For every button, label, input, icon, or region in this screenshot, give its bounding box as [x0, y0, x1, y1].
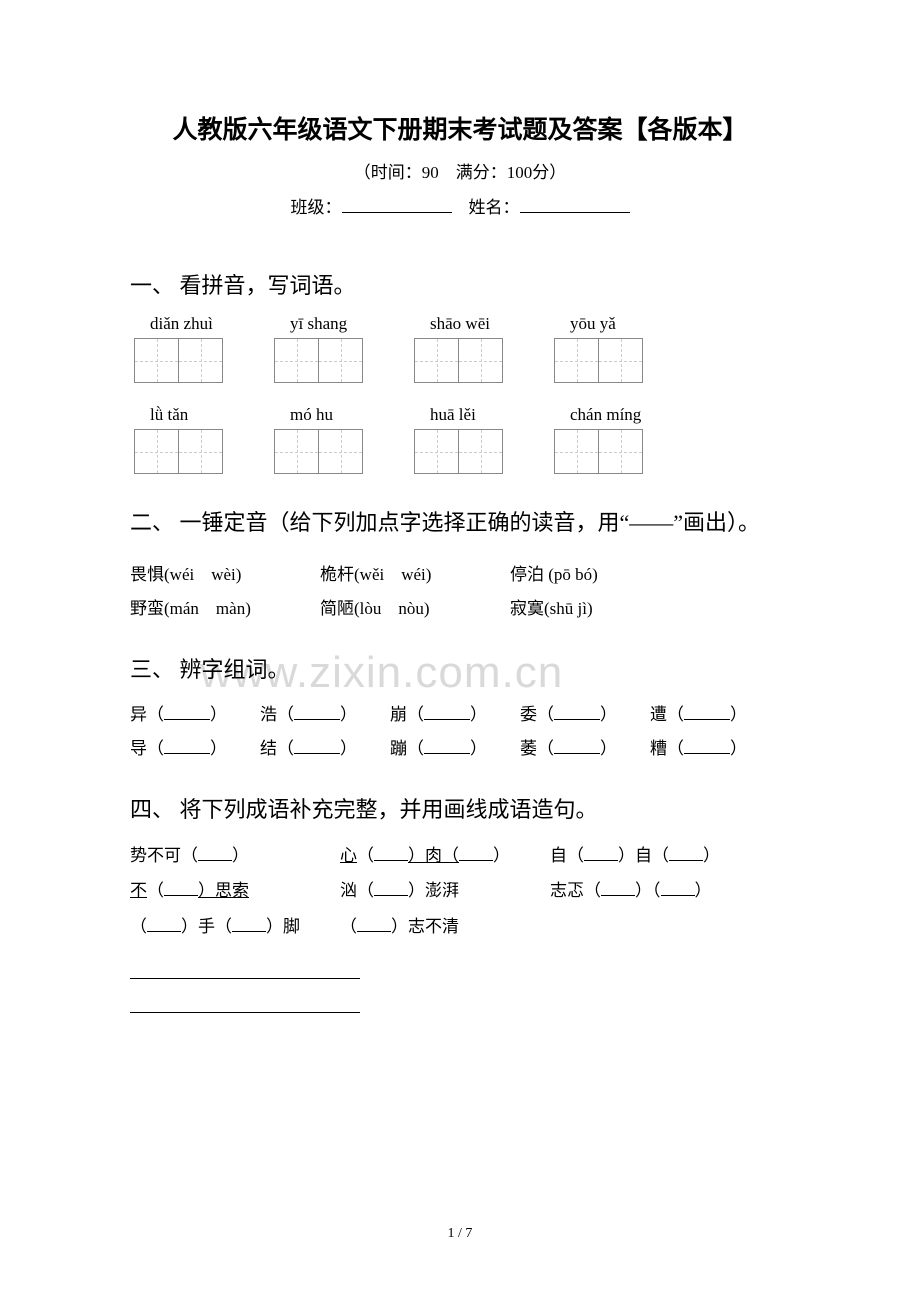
s4-item: （）志不清 — [340, 909, 550, 945]
page-content: 人教版六年级语文下册期末考试题及答案【各版本】 （时间：90 满分：100分） … — [130, 110, 790, 1013]
s3-item: 糟（） — [650, 732, 780, 766]
char-box-row-1 — [134, 338, 790, 383]
fill-blank[interactable] — [164, 703, 210, 720]
char-box[interactable] — [554, 429, 599, 474]
section4-body: 势不可（） 心（）肉（） 自（）自（） 不（）思索 汹（）澎湃 志忑（）（） （… — [130, 838, 790, 1013]
pinyin-label: yī shang — [290, 314, 430, 334]
s3-item: 蹦（） — [390, 732, 520, 766]
s3-item: 遭（） — [650, 698, 780, 732]
char-box-row-2 — [134, 429, 790, 474]
char-box[interactable] — [134, 338, 179, 383]
s4-item: （）手（）脚 — [130, 909, 340, 945]
fill-blank[interactable] — [684, 737, 730, 754]
fill-blank[interactable] — [424, 737, 470, 754]
pinyin-label: lǜ tǎn — [150, 405, 290, 425]
char-box[interactable] — [274, 338, 319, 383]
fill-blank[interactable] — [198, 844, 232, 861]
fill-blank[interactable] — [684, 703, 730, 720]
fill-blank[interactable] — [294, 703, 340, 720]
char-box[interactable] — [598, 429, 643, 474]
s3-item: 萎（） — [520, 732, 650, 766]
fill-blank[interactable] — [164, 737, 210, 754]
pinyin-row-1: diǎn zhuì yī shang shāo wēi yōu yǎ — [150, 314, 790, 334]
s4-item: 自（）自（） — [550, 838, 760, 874]
fill-blank[interactable] — [661, 879, 695, 896]
char-box[interactable] — [318, 338, 363, 383]
fill-blank[interactable] — [601, 879, 635, 896]
info-line: 班级： 姓名： — [130, 193, 790, 218]
s4-item: 不（）思索 — [130, 873, 340, 909]
pinyin-label: diǎn zhuì — [150, 314, 290, 334]
fill-blank[interactable] — [232, 915, 266, 932]
s4-item: 汹（）澎湃 — [340, 873, 550, 909]
answer-line[interactable] — [130, 955, 360, 979]
s3-item: 委（） — [520, 698, 650, 732]
name-label: 姓名： — [469, 198, 520, 217]
section4-heading: 四、 将下列成语补充完整，并用画线成语造句。 — [130, 792, 790, 824]
page-number: 1 / 7 — [0, 1226, 920, 1242]
char-box[interactable] — [274, 429, 319, 474]
fill-blank[interactable] — [554, 737, 600, 754]
fill-blank[interactable] — [584, 844, 618, 861]
char-box[interactable] — [414, 338, 459, 383]
fill-blank[interactable] — [554, 703, 600, 720]
fill-blank[interactable] — [459, 844, 493, 861]
char-box[interactable] — [458, 338, 503, 383]
document-subtitle: （时间：90 满分：100分） — [130, 158, 790, 183]
char-box[interactable] — [178, 429, 223, 474]
section1-heading: 一、 看拼音，写词语。 — [130, 268, 790, 300]
s3-item: 崩（） — [390, 698, 520, 732]
s2-item: 桅杆(wěi wéi) — [320, 558, 510, 592]
s2-item: 停泊 (pō bó) — [510, 558, 700, 592]
char-box[interactable] — [318, 429, 363, 474]
section3-heading: 三、 辨字组词。 — [130, 652, 790, 684]
fill-blank[interactable] — [357, 915, 391, 932]
fill-blank[interactable] — [424, 703, 470, 720]
char-box[interactable] — [414, 429, 459, 474]
document-title: 人教版六年级语文下册期末考试题及答案【各版本】 — [130, 110, 790, 146]
s4-item: 志忑（）（） — [550, 873, 760, 909]
char-box[interactable] — [598, 338, 643, 383]
pinyin-label: mó hu — [290, 405, 430, 425]
fill-blank[interactable] — [374, 879, 408, 896]
fill-blank[interactable] — [374, 844, 408, 861]
section2-heading: 二、 一锤定音（给下列加点字选择正确的读音，用“——”画出）。 — [130, 502, 790, 544]
char-box[interactable] — [134, 429, 179, 474]
s2-item: 野蛮(mán màn) — [130, 592, 320, 626]
fill-blank[interactable] — [669, 844, 703, 861]
fill-blank[interactable] — [294, 737, 340, 754]
answer-line[interactable] — [130, 989, 360, 1013]
pinyin-label: chán míng — [570, 405, 710, 425]
s3-item: 浩（） — [260, 698, 390, 732]
class-blank[interactable] — [342, 196, 452, 213]
section2-body: 畏惧(wéi wèi) 桅杆(wěi wéi) 停泊 (pō bó) 野蛮(má… — [130, 558, 790, 626]
s2-item: 简陋(lòu nòu) — [320, 592, 510, 626]
s3-item: 导（） — [130, 732, 260, 766]
fill-blank[interactable] — [147, 915, 181, 932]
section3-body: 异（） 浩（） 崩（） 委（） 遭（） 导（） 结（） 蹦（） 萎（） 糟（） — [130, 698, 790, 766]
char-box[interactable] — [458, 429, 503, 474]
name-blank[interactable] — [520, 196, 630, 213]
s2-item: 畏惧(wéi wèi) — [130, 558, 320, 592]
pinyin-row-2: lǜ tǎn mó hu huā lěi chán míng — [150, 405, 790, 425]
s4-item: 心（）肉（） — [340, 838, 550, 874]
s3-item: 结（） — [260, 732, 390, 766]
pinyin-label: yōu yǎ — [570, 314, 710, 334]
pinyin-label: huā lěi — [430, 405, 570, 425]
fill-blank[interactable] — [164, 879, 198, 896]
s3-item: 异（） — [130, 698, 260, 732]
s2-item: 寂寞(shū jì) — [510, 592, 700, 626]
pinyin-label: shāo wēi — [430, 314, 570, 334]
class-label: 班级： — [291, 198, 342, 217]
s4-item: 势不可（） — [130, 838, 340, 874]
char-box[interactable] — [554, 338, 599, 383]
char-box[interactable] — [178, 338, 223, 383]
